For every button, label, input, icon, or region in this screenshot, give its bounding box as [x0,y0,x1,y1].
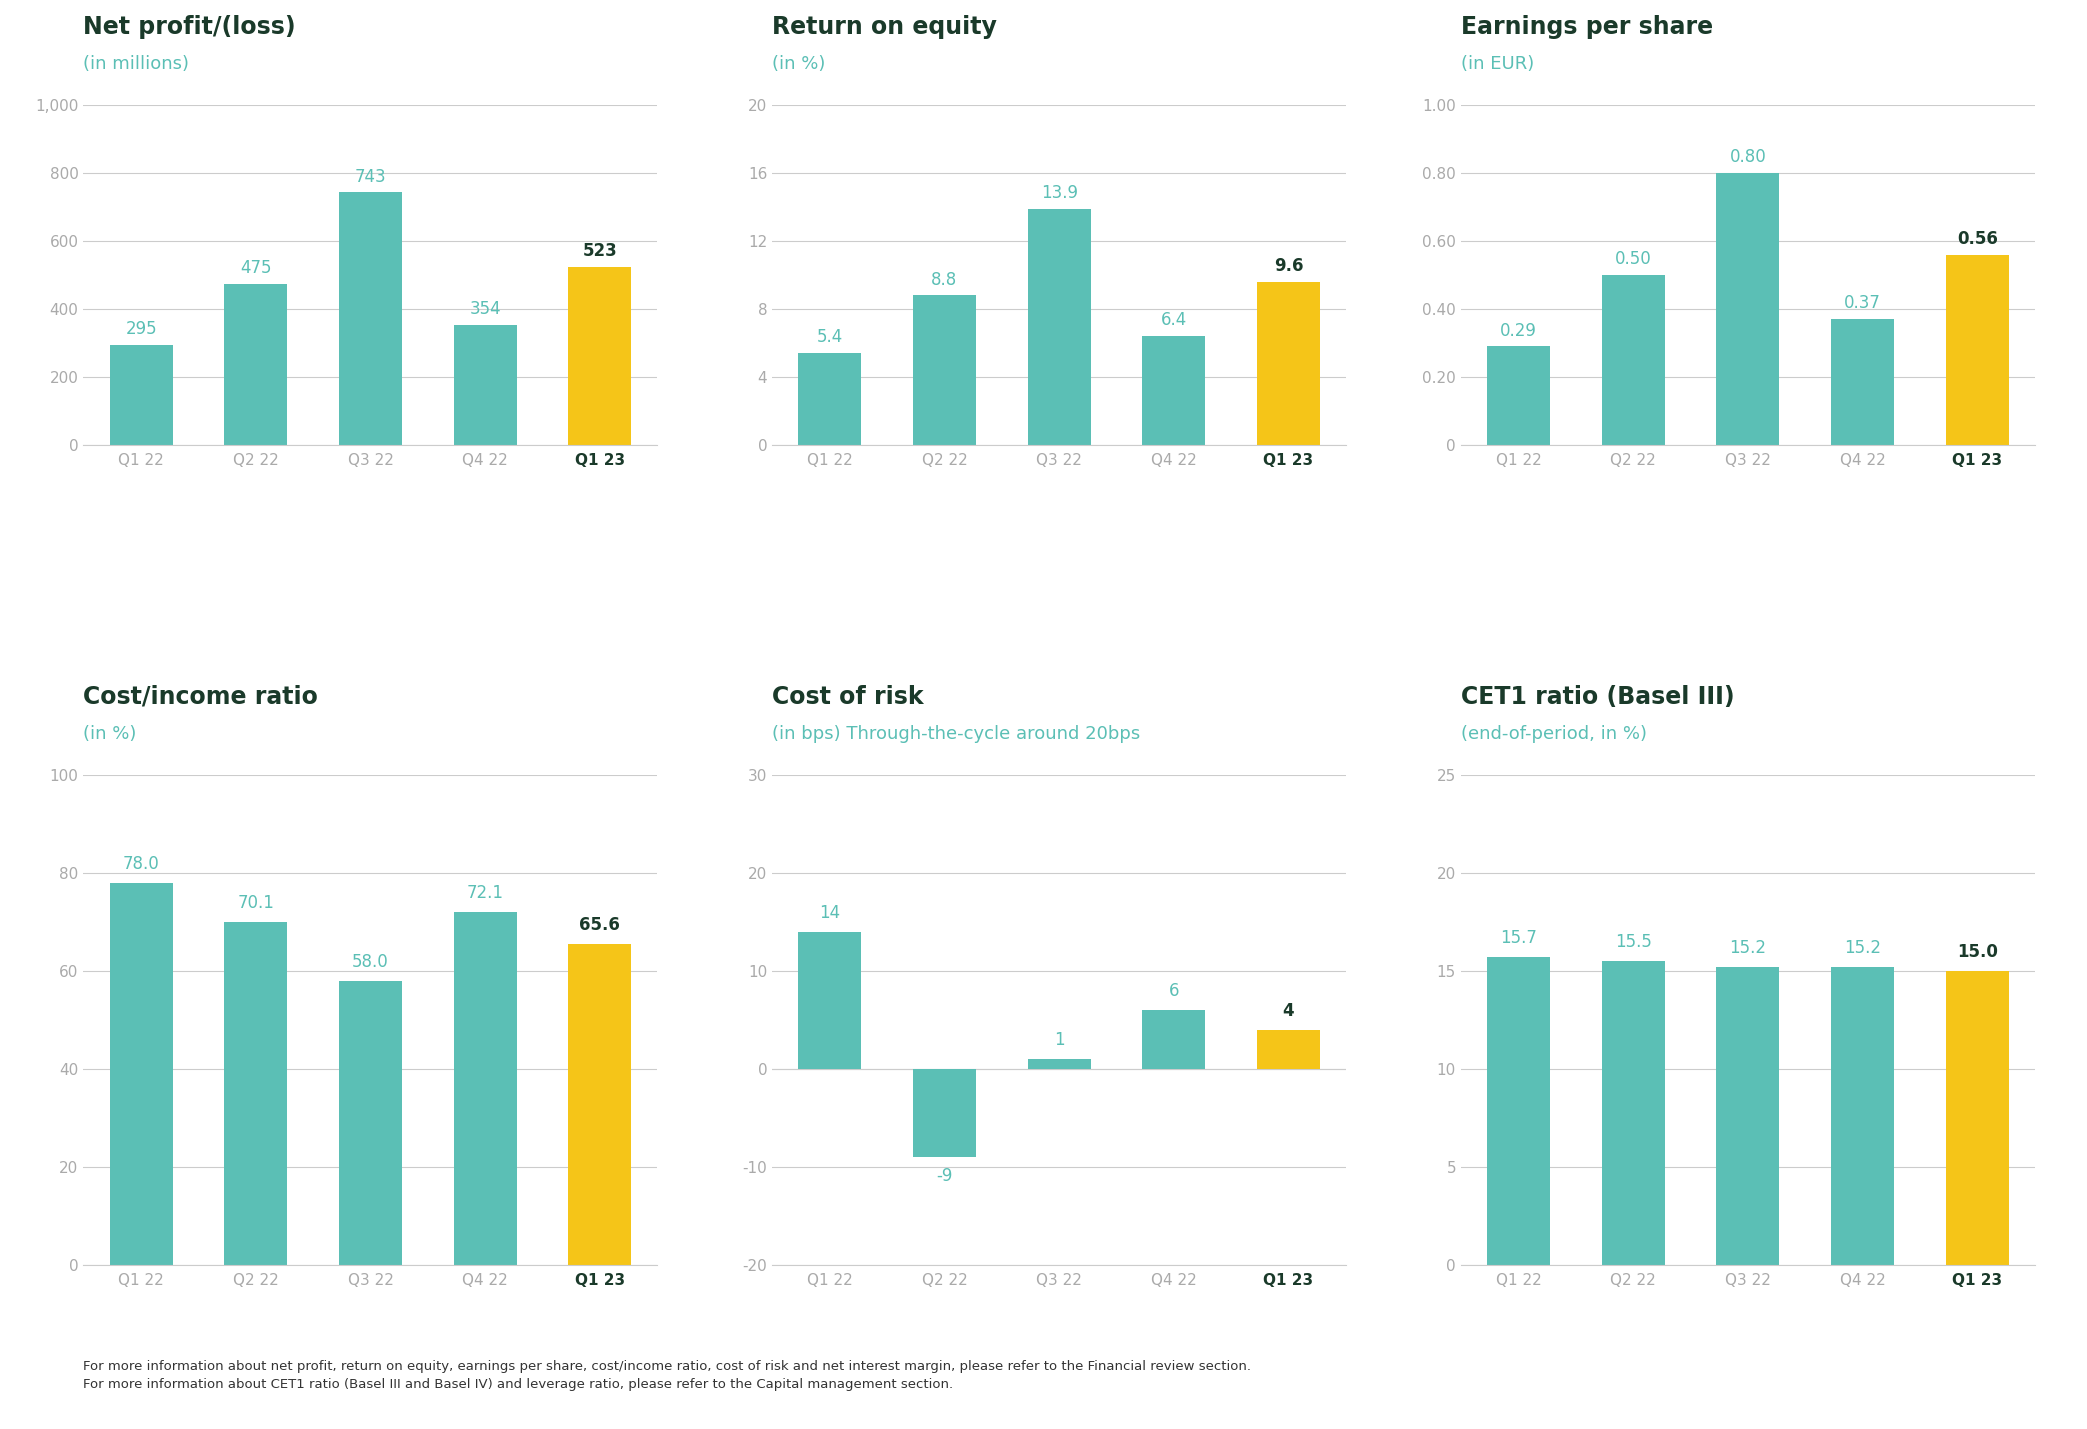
Text: 743: 743 [355,167,386,186]
Text: 0.37: 0.37 [1845,294,1880,313]
Bar [568,943,630,1265]
Text: 15.2: 15.2 [1845,939,1880,957]
Text: CET1 ratio (Basel III): CET1 ratio (Basel III) [1461,684,1734,709]
Text: (in millions): (in millions) [83,54,190,73]
Text: (in %): (in %) [772,54,826,73]
Text: 70.1: 70.1 [238,893,273,912]
Bar [1027,209,1092,444]
Text: (end-of-period, in %): (end-of-period, in %) [1461,725,1647,743]
Bar [1601,962,1665,1265]
Bar [1486,957,1551,1265]
Text: 14: 14 [820,905,841,922]
Text: 72.1: 72.1 [467,885,503,902]
Bar [1830,967,1895,1265]
Bar [1716,173,1780,444]
Text: 15.0: 15.0 [1958,943,1997,962]
Bar [1945,970,2010,1265]
Text: For more information about net profit, return on equity, earnings per share, cos: For more information about net profit, r… [83,1360,1252,1390]
Text: 1: 1 [1054,1032,1064,1049]
Text: 4: 4 [1284,1002,1294,1020]
Bar [1716,967,1780,1265]
Text: 6: 6 [1169,982,1179,1000]
Text: 0.80: 0.80 [1730,149,1766,166]
Text: 58.0: 58.0 [353,953,388,970]
Text: 6.4: 6.4 [1160,312,1188,330]
Bar [1486,346,1551,444]
Bar [1142,336,1206,444]
Bar [1256,282,1321,444]
Text: 9.6: 9.6 [1273,257,1302,274]
Text: 15.5: 15.5 [1615,933,1651,952]
Text: Net profit/(loss): Net profit/(loss) [83,14,296,39]
Bar [453,324,518,444]
Bar [338,193,403,444]
Text: 65.6: 65.6 [580,916,620,933]
Bar [797,353,862,444]
Text: Return on equity: Return on equity [772,14,998,39]
Text: (in EUR): (in EUR) [1461,54,1534,73]
Text: 523: 523 [582,243,618,260]
Bar [797,932,862,1069]
Text: 5.4: 5.4 [816,329,843,346]
Bar [568,267,630,444]
Text: 475: 475 [240,259,271,277]
Text: 15.2: 15.2 [1730,939,1766,957]
Bar [1027,1059,1092,1069]
Bar [223,283,288,444]
Bar [912,1069,977,1157]
Text: Earnings per share: Earnings per share [1461,14,1713,39]
Bar [111,883,173,1265]
Text: Cost/income ratio: Cost/income ratio [83,684,319,709]
Bar [1945,254,2010,444]
Bar [1256,1030,1321,1069]
Text: 0.29: 0.29 [1501,322,1536,340]
Text: 295: 295 [125,320,157,337]
Text: Cost of risk: Cost of risk [772,684,925,709]
Text: 0.50: 0.50 [1615,250,1651,269]
Bar [223,922,288,1265]
Text: 354: 354 [470,300,501,317]
Bar [1830,319,1895,444]
Text: 0.56: 0.56 [1958,230,1997,247]
Bar [111,344,173,444]
Bar [453,912,518,1265]
Bar [1142,1010,1206,1069]
Text: 78.0: 78.0 [123,855,159,873]
Text: -9: -9 [937,1167,952,1185]
Text: (in bps) Through-the-cycle around 20bps: (in bps) Through-the-cycle around 20bps [772,725,1140,743]
Text: 13.9: 13.9 [1041,184,1077,201]
Text: 15.7: 15.7 [1501,929,1536,947]
Bar [1601,274,1665,444]
Text: (in %): (in %) [83,725,138,743]
Text: 8.8: 8.8 [931,270,958,289]
Bar [912,296,977,444]
Bar [338,980,403,1265]
